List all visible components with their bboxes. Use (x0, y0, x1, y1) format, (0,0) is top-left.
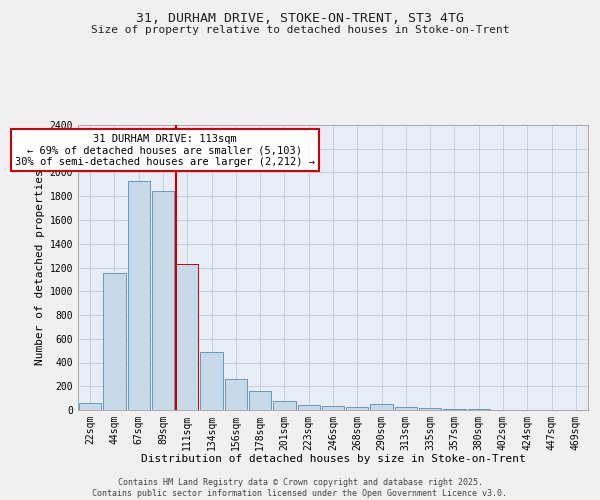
Bar (103, 274, 125, 410)
Bar (322, 406, 344, 410)
Bar (395, 407, 417, 410)
Text: Contains HM Land Registry data © Crown copyright and database right 2025.
Contai: Contains HM Land Registry data © Crown c… (92, 478, 508, 498)
Text: 31, DURHAM DRIVE, STOKE-ON-TRENT, ST3 4TG: 31, DURHAM DRIVE, STOKE-ON-TRENT, ST3 4T… (136, 12, 464, 26)
Text: 31 DURHAM DRIVE: 113sqm
← 69% of detached houses are smaller (5,103)
30% of semi: 31 DURHAM DRIVE: 113sqm ← 69% of detache… (14, 134, 314, 167)
Bar (152, 192, 174, 410)
Bar (128, 181, 150, 410)
X-axis label: Distribution of detached houses by size in Stoke-on-Trent: Distribution of detached houses by size … (140, 454, 526, 464)
Bar (200, 352, 223, 410)
Bar (79, 404, 101, 410)
Bar (370, 404, 393, 410)
Bar (224, 378, 247, 410)
Y-axis label: Number of detached properties: Number of detached properties (35, 170, 46, 366)
Bar (249, 391, 271, 410)
Bar (346, 407, 368, 410)
Bar (176, 264, 199, 410)
Bar (443, 409, 466, 410)
Text: Size of property relative to detached houses in Stoke-on-Trent: Size of property relative to detached ho… (91, 25, 509, 35)
Bar (273, 400, 296, 410)
Bar (419, 408, 442, 410)
Bar (298, 404, 320, 410)
